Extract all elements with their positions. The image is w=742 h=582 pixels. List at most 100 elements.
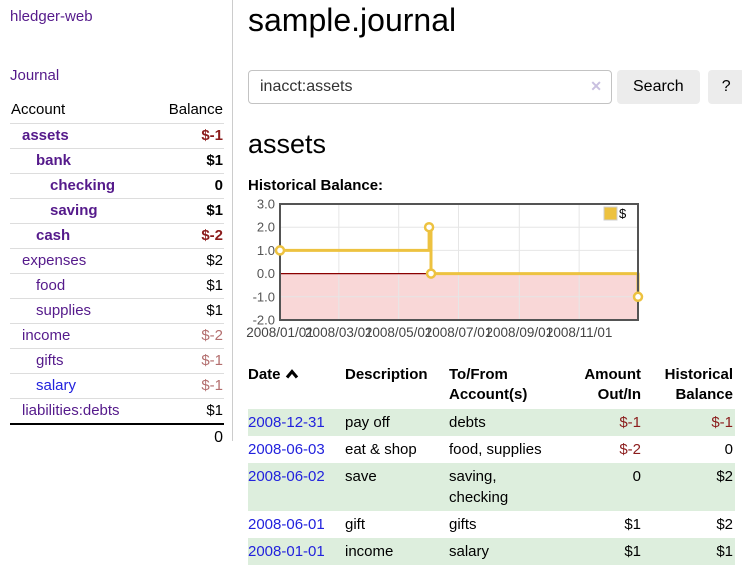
account-link[interactable]: cash: [36, 227, 71, 244]
transaction-description: gift: [345, 516, 366, 533]
accounts-table-header: Account Balance: [10, 98, 224, 124]
svg-text:-2.0: -2.0: [253, 313, 275, 328]
page: hledger-web Journal Account Balance asse…: [0, 0, 742, 565]
transaction-balance: $1: [716, 543, 733, 560]
search-input-wrap: ✕: [248, 70, 612, 104]
account-link[interactable]: liabilities:debts: [22, 402, 120, 419]
svg-text:2008/09/01: 2008/09/01: [486, 325, 554, 340]
transaction-amount: $1: [624, 543, 641, 560]
chart-container: $3.0 2.0 1.0 0.0 -1.0 -2.0 2008/01/01 2008/03/0…: [246, 197, 742, 347]
transaction-description: income: [345, 543, 394, 560]
transaction-balance: $-1: [711, 414, 733, 431]
description-column-header: Description: [345, 366, 428, 383]
register-row: 2008-12-31 pay off debts $-1 $-1: [248, 409, 735, 436]
svg-text:$: $: [619, 206, 627, 221]
transaction-date-link[interactable]: 2008-01-01: [248, 543, 325, 560]
account-link[interactable]: gifts: [36, 352, 64, 369]
transaction-date-link[interactable]: 2008-06-03: [248, 441, 325, 458]
sidebar-item-journal[interactable]: Journal: [10, 67, 60, 84]
balance-column-header: Balance: [151, 98, 224, 124]
account-link[interactable]: saving: [50, 202, 98, 219]
date-column-header[interactable]: Date: [248, 363, 345, 409]
svg-text:3.0: 3.0: [257, 197, 275, 212]
svg-text:2008/03/01: 2008/03/01: [305, 325, 373, 340]
accounts-table: Account Balance assets $-1 bank $1 checking 0…: [10, 98, 224, 451]
transaction-date-link[interactable]: 2008-12-31: [248, 414, 325, 431]
balance-column-header-main: Historical Balance: [664, 366, 733, 403]
app-brand: hledger-web: [10, 8, 224, 26]
account-link[interactable]: salary: [36, 377, 77, 394]
transaction-balance: 0: [724, 441, 733, 458]
account-row: food $1: [10, 273, 224, 299]
page-title: sample.journal: [248, 2, 457, 38]
svg-text:2008/07/01: 2008/07/01: [425, 325, 493, 340]
chart-title: Historical Balance:: [248, 177, 384, 194]
search-help-button[interactable]: ?: [707, 70, 742, 104]
account-link[interactable]: bank: [36, 152, 72, 169]
account-row: saving $1: [10, 198, 224, 224]
account-row: supplies $1: [10, 298, 224, 324]
account-balance: $-2: [151, 223, 224, 249]
transaction-description: pay off: [345, 414, 390, 431]
svg-text:1.0: 1.0: [257, 243, 275, 258]
transaction-amount: $-2: [619, 441, 641, 458]
transaction-amount: $1: [624, 516, 641, 533]
sort-ascending-icon: [285, 365, 299, 385]
transaction-balance: $2: [716, 468, 733, 485]
account-balance: $1: [151, 273, 224, 299]
account-column-header: Account: [10, 98, 152, 124]
transaction-accounts: saving, checking: [449, 468, 509, 506]
account-balance: $-1: [151, 373, 224, 399]
register-table-header: Date Description To/From Account(s) Amou…: [248, 363, 735, 409]
register-row: 2008-06-01 gift gifts $1 $2: [248, 511, 735, 538]
register-row: 2008-06-03 eat & shop food, supplies $-2 0: [248, 436, 735, 463]
account-link[interactable]: income: [22, 327, 71, 344]
account-row: cash $-2: [10, 223, 224, 249]
accounts-table-body: assets $-1 bank $1 checking 0 saving $1 cash $-2 e…: [10, 123, 224, 451]
account-link[interactable]: assets: [22, 127, 69, 144]
account-row: income $-2: [10, 323, 224, 349]
account-balance: $-2: [151, 323, 224, 349]
search-input[interactable]: [248, 70, 612, 104]
transaction-accounts: gifts: [449, 516, 477, 533]
transaction-description: eat & shop: [345, 441, 417, 458]
main-content: sample.journal ✕ Search ? assets Histori…: [233, 0, 742, 565]
register-row: 2008-06-02 save saving, checking 0 $2: [248, 463, 735, 511]
transaction-date-link[interactable]: 2008-06-02: [248, 468, 325, 485]
svg-text:2008/01/01: 2008/01/01: [246, 325, 314, 340]
account-balance: $1: [151, 148, 224, 174]
transaction-description: save: [345, 468, 377, 485]
transaction-amount: 0: [632, 468, 641, 485]
account-balance: $1: [151, 298, 224, 324]
sidebar: hledger-web Journal Account Balance asse…: [0, 0, 233, 451]
account-balance: $-1: [151, 123, 224, 149]
account-balance: $1: [151, 398, 224, 425]
transaction-date-link[interactable]: 2008-06-01: [248, 516, 325, 533]
account-link[interactable]: food: [36, 277, 66, 294]
transaction-accounts: debts: [449, 414, 486, 431]
account-row: salary $-1: [10, 373, 224, 399]
date-header-label: Date: [248, 366, 281, 383]
transaction-accounts: salary: [449, 543, 490, 560]
account-row: checking 0: [10, 173, 224, 199]
svg-text:2008/11/01: 2008/11/01: [546, 325, 613, 340]
account-link[interactable]: checking: [50, 177, 116, 194]
accounts-total-balance: 0: [151, 423, 224, 451]
transaction-amount: $-1: [619, 414, 641, 431]
register-table-body: 2008-12-31 pay off debts $-1 $-1 2008-06-03 ea…: [248, 409, 735, 565]
brand-link[interactable]: hledger-web: [10, 8, 93, 25]
account-link[interactable]: supplies: [36, 302, 92, 319]
account-row: gifts $-1: [10, 348, 224, 374]
svg-text:2008/05/01: 2008/05/01: [365, 325, 433, 340]
account-balance: $1: [151, 198, 224, 224]
register-table: Date Description To/From Account(s) Amou…: [248, 363, 735, 565]
accounts-column-header: To/From Account(s): [449, 366, 528, 403]
svg-text:0.0: 0.0: [257, 266, 275, 281]
clear-search-icon[interactable]: ✕: [590, 78, 602, 94]
account-balance: $-1: [151, 348, 224, 374]
transaction-accounts: food, supplies: [449, 441, 542, 458]
account-heading: assets: [248, 129, 327, 159]
search-button[interactable]: Search: [617, 70, 700, 104]
account-link[interactable]: expenses: [22, 252, 87, 269]
account-row: bank $1: [10, 148, 224, 174]
